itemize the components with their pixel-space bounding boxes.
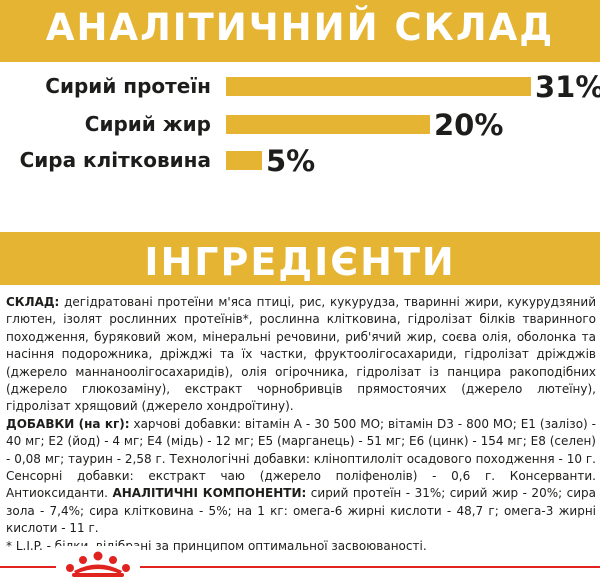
nutrient-label: Сирий жир (84, 112, 211, 136)
additives-text: харчові добавки: вітамін А - 30 500 МО; … (6, 416, 596, 501)
analytic-banner: АНАЛІТИЧНИЙ СКЛАД (0, 0, 600, 62)
nutrient-bar (226, 77, 531, 96)
nutrient-label: Сира клітковина (19, 148, 211, 172)
nutrient-row-fat: Сирий жир 20% (0, 108, 600, 142)
nutrient-value: 5% (266, 144, 316, 178)
nutrient-value: 31% (535, 70, 600, 104)
bottom-rule (0, 566, 600, 568)
analytic-title: АНАЛІТИЧНИЙ СКЛАД (45, 6, 555, 49)
ingredients-banner: ІНГРЕДІЄНТИ (0, 232, 600, 285)
nutrient-label: Сирий протеїн (45, 74, 211, 98)
ingredients-text: СКЛАД: дегідратовані протеїни м'яса птиц… (6, 294, 596, 555)
analytic-components-text: сирий протеїн - 31%; сирий жир - 20%; си… (6, 486, 597, 536)
nutrient-bar (226, 151, 262, 170)
crown-icon (56, 546, 140, 582)
nutrient-bar (226, 115, 430, 134)
additives-label: ДОБАВКИ (на кг): (6, 416, 130, 431)
composition-text: дегідратовані протеїни м'яса птиці, рис,… (6, 295, 596, 414)
composition-label: СКЛАД: (6, 295, 60, 309)
nutrient-row-protein: Сирий протеїн 31% (0, 70, 600, 104)
nutrient-value: 20% (434, 108, 504, 142)
analytic-components-label: АНАЛІТИЧНІ КОМПОНЕНТИ: (112, 486, 307, 501)
ingredients-title: ІНГРЕДІЄНТИ (144, 240, 456, 284)
nutrient-row-fiber: Сира клітковина 5% (0, 144, 600, 178)
